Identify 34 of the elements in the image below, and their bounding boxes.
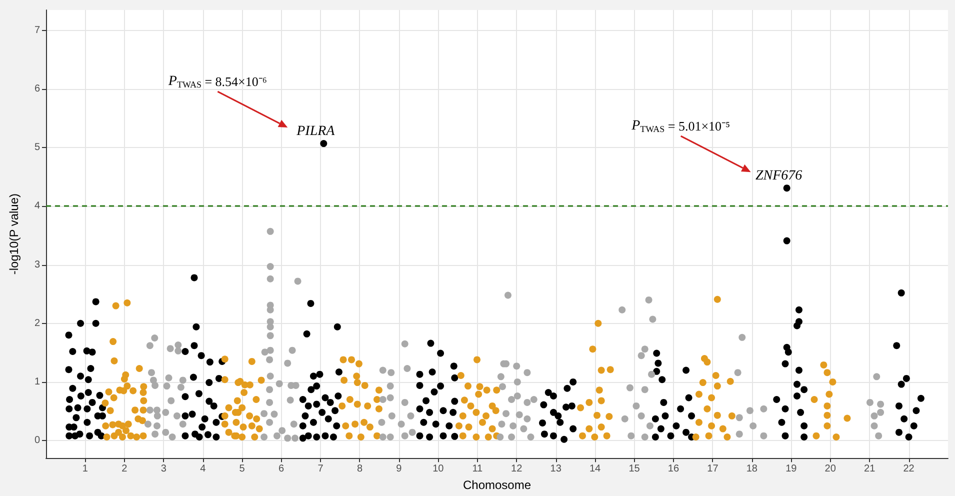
x-tick-label: 4 (200, 464, 206, 475)
x-tick-label: 7 (318, 464, 324, 475)
x-tick-label: 13 (550, 464, 562, 475)
x-tick-label: 14 (589, 464, 602, 475)
y-tick-label: 6 (34, 84, 40, 95)
x-tick-label: 2 (122, 464, 128, 475)
x-tick-label: 11 (472, 464, 484, 475)
x-tick-label: 15 (628, 464, 640, 475)
y-tick-label: 7 (34, 25, 40, 36)
x-tick-label: 20 (824, 464, 836, 475)
x-axis-title: Chomosome (462, 478, 532, 492)
x-tick-label: 16 (668, 464, 680, 475)
x-tick-label: 21 (864, 464, 876, 475)
x-tick-label: 9 (396, 464, 402, 475)
x-tick-label: 18 (746, 464, 758, 475)
x-tick-label: 17 (707, 464, 719, 475)
x-tick-label: 8 (356, 464, 363, 475)
y-tick-label: 2 (34, 318, 40, 329)
x-tick-label: 22 (903, 464, 915, 475)
y-tick-label: 1 (34, 376, 40, 388)
y-tick-label: 3 (34, 259, 40, 270)
x-tick-label: 5 (239, 464, 246, 475)
y-tick-label: 0 (34, 435, 40, 446)
annotation: PILRA (296, 124, 336, 140)
x-tick-label: 3 (160, 464, 167, 475)
x-tick-label: 19 (786, 464, 798, 475)
y-tick-label: 5 (34, 142, 40, 154)
y-axis-title: -log10(P value) (7, 193, 21, 275)
x-tick-label: 12 (511, 464, 523, 475)
x-tick-label: 10 (432, 464, 444, 475)
annotation: ZNF676 (755, 168, 802, 184)
y-tick-label: 4 (34, 200, 40, 212)
x-tick-label: 6 (278, 464, 285, 475)
x-tick-label: 1 (82, 464, 88, 475)
